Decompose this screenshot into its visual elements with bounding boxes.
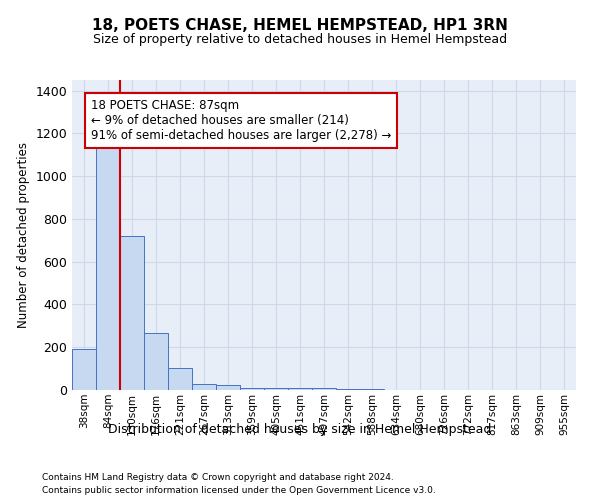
Bar <box>192 384 216 390</box>
Bar <box>144 334 168 390</box>
Text: 18 POETS CHASE: 87sqm
← 9% of detached houses are smaller (214)
91% of semi-deta: 18 POETS CHASE: 87sqm ← 9% of detached h… <box>91 99 392 142</box>
Text: Contains public sector information licensed under the Open Government Licence v3: Contains public sector information licen… <box>42 486 436 495</box>
Bar <box>96 144 120 390</box>
Bar <box>72 350 96 390</box>
Y-axis label: Number of detached properties: Number of detached properties <box>17 142 30 328</box>
Bar <box>312 388 336 390</box>
Bar <box>360 389 384 390</box>
Text: Size of property relative to detached houses in Hemel Hempstead: Size of property relative to detached ho… <box>93 32 507 46</box>
Bar <box>240 388 264 390</box>
Bar <box>168 368 192 390</box>
Text: Distribution of detached houses by size in Hemel Hempstead: Distribution of detached houses by size … <box>109 422 491 436</box>
Bar <box>336 389 360 390</box>
Bar <box>120 236 144 390</box>
Text: 18, POETS CHASE, HEMEL HEMPSTEAD, HP1 3RN: 18, POETS CHASE, HEMEL HEMPSTEAD, HP1 3R… <box>92 18 508 32</box>
Text: Contains HM Land Registry data © Crown copyright and database right 2024.: Contains HM Land Registry data © Crown c… <box>42 472 394 482</box>
Bar <box>264 388 288 390</box>
Bar <box>288 388 312 390</box>
Bar <box>216 384 240 390</box>
